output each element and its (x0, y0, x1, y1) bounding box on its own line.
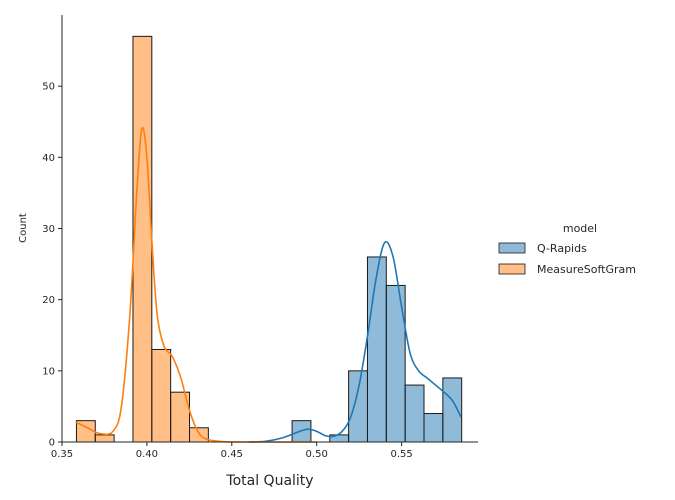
y-tick-label: 30 (42, 224, 55, 235)
x-tick-label: 0.35 (51, 449, 73, 460)
bar-measuresoftgram-3 (151, 348, 172, 443)
legend-label-measuresoftgram: MeasureSoftGram (537, 263, 636, 276)
x-axis-title: Total Quality (225, 473, 313, 489)
kde-layer (75, 126, 462, 443)
bar-q-rapids-7 (442, 377, 463, 443)
legend-title: model (563, 222, 597, 235)
y-axis-title: Count (18, 213, 29, 243)
bars-layer (75, 35, 463, 443)
bar-measuresoftgram-5 (189, 427, 209, 443)
y-tick-label: 10 (42, 366, 55, 377)
kde-line-q-rapids (248, 241, 462, 443)
y-tick-label: 40 (42, 153, 55, 164)
x-tick-label: 0.40 (136, 449, 158, 460)
axes-layer: 0.35 0.40 0.45 0.50 0.55 0 10 20 30 40 50 (42, 15, 478, 460)
legend-label-q-rapids: Q-Rapids (537, 242, 587, 255)
y-tick-label: 20 (42, 295, 55, 306)
x-tick-label: 0.45 (221, 449, 243, 460)
bar-q-rapids-2 (348, 370, 368, 443)
bar-measuresoftgram-1 (94, 434, 115, 443)
bar-measuresoftgram-2 (132, 35, 153, 443)
y-tick-label: 0 (49, 438, 55, 449)
bar-q-rapids-6 (423, 413, 444, 443)
legend: model Q-Rapids MeasureSoftGram (498, 222, 636, 276)
legend-swatch-q-rapids (498, 242, 526, 254)
bar-q-rapids-3 (366, 256, 387, 443)
x-tick-label: 0.50 (306, 449, 328, 460)
bar-q-rapids-5 (404, 384, 425, 443)
y-tick-label: 50 (42, 82, 55, 93)
legend-swatch-measuresoftgram (498, 263, 526, 275)
kde-line-measuresoftgram (75, 126, 317, 443)
x-tick-label: 0.55 (390, 449, 412, 460)
